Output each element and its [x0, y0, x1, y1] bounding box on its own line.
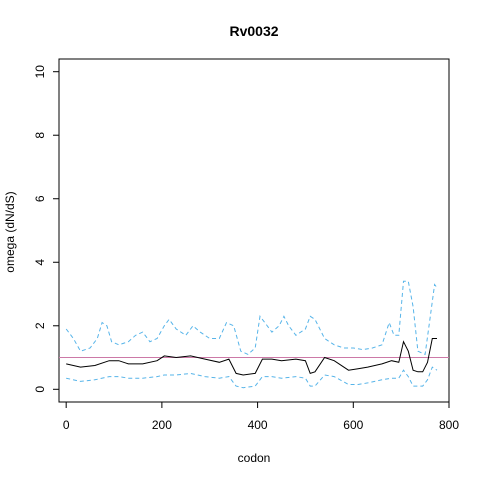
y-tick-label: 0	[33, 386, 47, 393]
x-tick-label: 200	[152, 418, 172, 432]
y-tick-label: 4	[33, 259, 47, 266]
y-axis-label: omega (dN/dS)	[3, 191, 17, 272]
y-tick-label: 10	[33, 65, 47, 79]
series-line-estimate	[66, 338, 437, 376]
series-line-upper-bound	[65, 280, 438, 356]
x-tick-label: 400	[248, 418, 268, 432]
y-tick-label: 6	[33, 195, 47, 202]
x-axis: 0 200 400 600 800	[63, 401, 459, 432]
y-tick-label: 8	[33, 132, 47, 139]
y-tick-label: 2	[33, 322, 47, 329]
plot-frame	[58, 58, 450, 403]
x-tick-label: 800	[439, 418, 459, 432]
x-axis-label: codon	[238, 451, 271, 465]
plot-area	[59, 280, 449, 389]
x-tick-label: 0	[63, 418, 70, 432]
x-tick-label: 600	[343, 418, 363, 432]
series-line-lower-bound	[66, 366, 438, 389]
chart-title: Rv0032	[229, 23, 278, 39]
y-axis: 0 2 4 6 8 10	[33, 65, 60, 393]
